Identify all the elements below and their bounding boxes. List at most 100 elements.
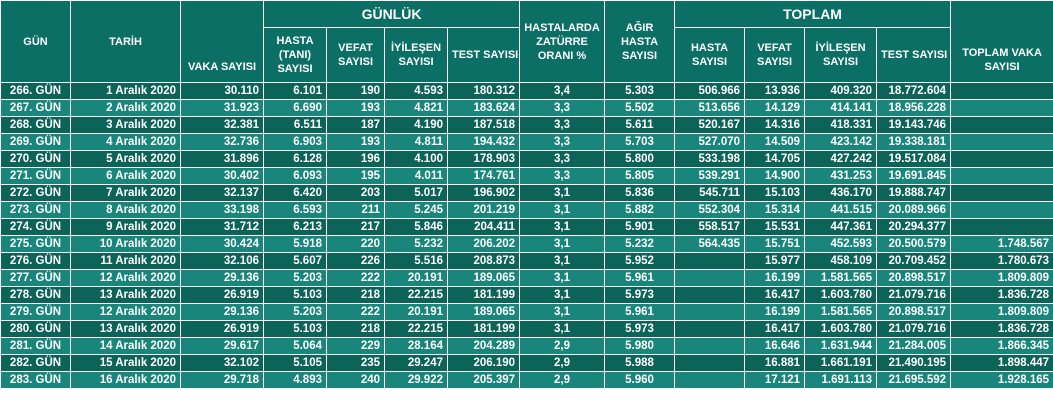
- cell-tarih: 16 Aralık 2020: [70, 371, 181, 389]
- cell-toplam-test: 21.079.716: [876, 286, 952, 304]
- cell-toplam-vaka: [950, 201, 1053, 219]
- cell-toplam-test: 21.284.005: [876, 337, 952, 355]
- cell-gun: 273. GÜN: [0, 201, 71, 219]
- cell-toplam-vefat: 15.531: [744, 218, 806, 236]
- cell-vaka: 30.402: [180, 167, 264, 185]
- cell-agir: 5.502: [604, 99, 676, 117]
- table-row: 276. GÜN 11 Aralık 2020 32.106 5.607 226 5.51…: [0, 252, 1053, 270]
- cell-agir: 5.960: [604, 371, 676, 389]
- cell-gun: 281. GÜN: [0, 337, 71, 355]
- header-gunluk-test: TEST SAYISI: [446, 27, 521, 83]
- cell-toplam-iyilesen: 458.109: [804, 252, 878, 270]
- cell-gunluk-test: 204.411: [446, 218, 521, 236]
- cell-toplam-hasta: [674, 303, 746, 321]
- header-gunluk-group: GÜNLÜK: [262, 0, 521, 28]
- cell-toplam-iyilesen: 436.170: [804, 184, 878, 202]
- cell-vaka: 32.102: [180, 354, 264, 372]
- table-row: 270. GÜN 5 Aralık 2020 31.896 6.128 196 4.100…: [0, 150, 1053, 168]
- cell-gun: 272. GÜN: [0, 184, 71, 202]
- cell-agir: 5.980: [604, 337, 676, 355]
- cell-tarih: 6 Aralık 2020: [70, 167, 181, 185]
- cell-gunluk-vefat: 218: [326, 320, 385, 338]
- cell-gunluk-iyilesen: 22.215: [384, 320, 448, 338]
- cell-toplam-test: 21.079.716: [876, 320, 952, 338]
- cell-gunluk-test: 181.199: [446, 286, 521, 304]
- cell-toplam-test: 20.500.579: [876, 235, 952, 253]
- cell-toplam-vaka: 1.928.165: [950, 371, 1053, 389]
- cell-vaka: 32.106: [180, 252, 264, 270]
- cell-tarih: 4 Aralık 2020: [70, 133, 181, 151]
- cell-tarih: 10 Aralık 2020: [70, 235, 181, 253]
- header-toplam-vefat: VEFAT SAYISI: [744, 27, 806, 83]
- cell-gun: 266. GÜN: [0, 82, 71, 100]
- cell-gun: 268. GÜN: [0, 116, 71, 134]
- header-toplam-group: TOPLAM: [674, 0, 952, 28]
- cell-toplam-vefat: 14.900: [744, 167, 806, 185]
- cell-toplam-hasta: [674, 286, 746, 304]
- cell-toplam-hasta: 506.966: [674, 82, 746, 100]
- cell-toplam-vaka: 1.748.567: [950, 235, 1053, 253]
- cell-gunluk-vefat: 240: [326, 371, 385, 389]
- cell-tarih: 7 Aralık 2020: [70, 184, 181, 202]
- cell-toplam-hasta: 533.198: [674, 150, 746, 168]
- cell-toplam-iyilesen: 414.141: [804, 99, 878, 117]
- cell-gunluk-hasta: 5.607: [263, 252, 327, 270]
- cell-toplam-iyilesen: 418.331: [804, 116, 878, 134]
- cell-toplam-hasta: [674, 252, 746, 270]
- cell-gunluk-hasta: 6.093: [263, 167, 327, 185]
- cell-toplam-vefat: 15.751: [744, 235, 806, 253]
- cell-gunluk-vefat: 229: [326, 337, 385, 355]
- cell-toplam-iyilesen: 431.253: [804, 167, 878, 185]
- cell-gunluk-iyilesen: 4.593: [384, 82, 448, 100]
- cell-zaturre: 3,1: [519, 252, 606, 270]
- cell-toplam-vaka: [950, 82, 1053, 100]
- cell-toplam-vefat: 16.199: [744, 269, 806, 287]
- cell-gunluk-vefat: 203: [326, 184, 385, 202]
- cell-gunluk-iyilesen: 29.922: [384, 371, 448, 389]
- cell-gunluk-test: 189.065: [446, 269, 521, 287]
- cell-toplam-test: 20.294.377: [876, 218, 952, 236]
- cell-agir: 5.303: [604, 82, 676, 100]
- cell-toplam-vaka: [950, 184, 1053, 202]
- cell-gun: 274. GÜN: [0, 218, 71, 236]
- cell-toplam-iyilesen: 1.631.944: [804, 337, 878, 355]
- cell-gunluk-hasta: 6.128: [263, 150, 327, 168]
- cell-gunluk-vefat: 222: [326, 303, 385, 321]
- cell-toplam-iyilesen: 1.581.565: [804, 303, 878, 321]
- cell-gunluk-vefat: 220: [326, 235, 385, 253]
- cell-toplam-hasta: [674, 320, 746, 338]
- cell-gunluk-iyilesen: 22.215: [384, 286, 448, 304]
- cell-tarih: 11 Aralık 2020: [70, 252, 181, 270]
- cell-vaka: 31.712: [180, 218, 264, 236]
- cell-gunluk-test: 181.199: [446, 320, 521, 338]
- cell-toplam-vaka: 1.836.728: [950, 320, 1053, 338]
- cell-zaturre: 3,1: [519, 184, 606, 202]
- cell-toplam-hasta: 527.070: [674, 133, 746, 151]
- cell-zaturre: 2,9: [519, 337, 606, 355]
- cell-vaka: 26.919: [180, 320, 264, 338]
- cell-tarih: 9 Aralık 2020: [70, 218, 181, 236]
- cell-gun: 276. GÜN: [0, 252, 71, 270]
- cell-agir: 5.805: [604, 167, 676, 185]
- cell-toplam-vefat: 14.129: [744, 99, 806, 117]
- cell-gun: 269. GÜN: [0, 133, 71, 151]
- cell-vaka: 31.923: [180, 99, 264, 117]
- cell-agir: 5.882: [604, 201, 676, 219]
- cell-gunluk-test: 183.624: [446, 99, 521, 117]
- cell-tarih: 1 Aralık 2020: [70, 82, 181, 100]
- cell-gunluk-hasta: 6.511: [263, 116, 327, 134]
- cell-toplam-hasta: 539.291: [674, 167, 746, 185]
- cell-vaka: 29.136: [180, 269, 264, 287]
- header-toplam-hasta: HASTA SAYISI: [674, 27, 746, 83]
- cell-tarih: 12 Aralık 2020: [70, 303, 181, 321]
- cell-zaturre: 3,1: [519, 218, 606, 236]
- header-tarih: TARİH: [70, 0, 181, 83]
- cell-gunluk-hasta: 6.690: [263, 99, 327, 117]
- cell-gunluk-test: 206.190: [446, 354, 521, 372]
- cell-gunluk-iyilesen: 5.232: [384, 235, 448, 253]
- header-agir: AĞIR HASTA SAYISI: [604, 0, 676, 83]
- table-row: 282. GÜN 15 Aralık 2020 32.102 5.105 235 29.2…: [0, 354, 1053, 372]
- cell-toplam-test: 20.898.517: [876, 303, 952, 321]
- cell-toplam-vefat: 17.121: [744, 371, 806, 389]
- cell-gunluk-vefat: 193: [326, 99, 385, 117]
